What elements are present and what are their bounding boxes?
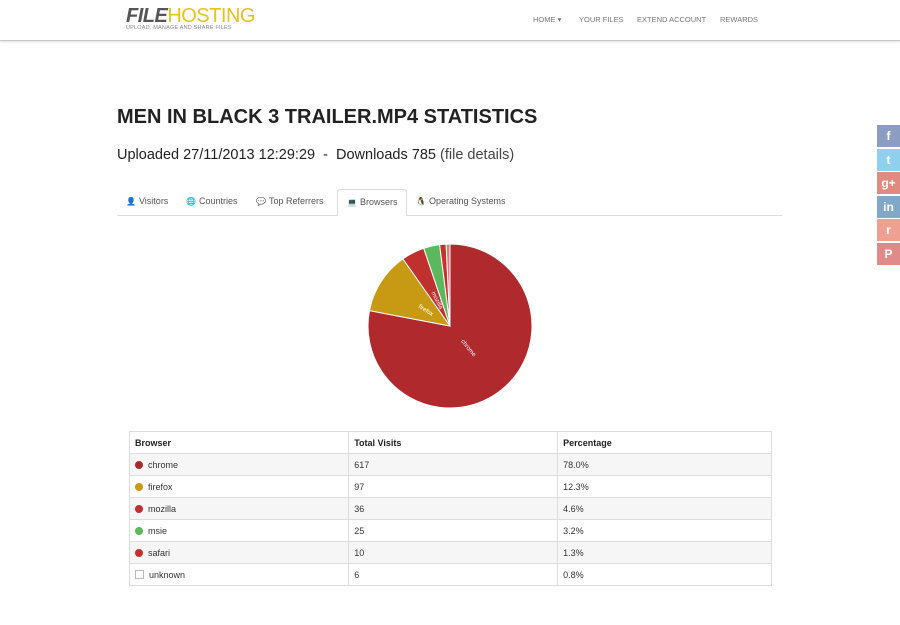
- nav-item[interactable]: EXTEND ACCOUNT: [637, 15, 707, 24]
- cell-text: mozilla: [148, 503, 177, 514]
- cell-text: 3.2%: [563, 525, 584, 536]
- tab-icon: 🌐: [186, 197, 196, 206]
- table-cell: 617: [348, 453, 559, 476]
- browser-icon: [135, 482, 143, 491]
- nav-label: HOME: [533, 15, 556, 24]
- table-row: mozilla 36 4.6%: [128, 497, 772, 520]
- summary-text: Uploaded 27/11/2013 12:29:29 - Downloads…: [117, 147, 436, 163]
- table-row: chrome 617 78.0%: [128, 453, 772, 476]
- table-cell: 0.8%: [557, 563, 772, 586]
- browser-icon: [135, 504, 143, 513]
- tab-label: Browsers: [359, 197, 398, 207]
- table-cell: 12.3%: [557, 475, 772, 498]
- cell-text: 97: [354, 481, 365, 492]
- share-button[interactable]: in: [877, 195, 900, 218]
- cell-text: 10: [354, 547, 365, 558]
- cell-text: chrome: [148, 459, 179, 470]
- table-cell: 4.6%: [557, 497, 772, 520]
- tab[interactable]: 💬 Top Referrers: [247, 189, 333, 214]
- share-button[interactable]: t: [877, 148, 900, 171]
- table-cell: 1.3%: [557, 541, 772, 564]
- tab-bar: 👤 Visitors 🌐 Countries 💬 Top Referrers 💻 Browse…: [117, 189, 782, 216]
- table-row: safari 10 1.3%: [128, 541, 772, 564]
- nav-item[interactable]: YOUR FILES: [579, 15, 624, 24]
- table-row: firefox 97 12.3%: [128, 475, 772, 498]
- table-cell: unknown: [128, 563, 350, 586]
- logo-light: HOSTING: [167, 5, 255, 27]
- cell-text: 78.0%: [563, 459, 589, 470]
- browser-icon: [135, 526, 143, 535]
- tab-icon: 🐧: [416, 197, 426, 206]
- cell-text: 0.8%: [563, 569, 584, 580]
- table-cell: firefox: [128, 475, 350, 498]
- logo-bold: FILE: [126, 5, 168, 27]
- pie-slice: [367, 243, 533, 409]
- table-cell: 78.0%: [557, 453, 772, 476]
- table-cell: 36: [348, 497, 559, 520]
- table-cell: chrome: [128, 453, 350, 476]
- cell-text: 12.3%: [563, 481, 589, 492]
- tab-label: Countries: [198, 196, 238, 206]
- nav-item[interactable]: REWARDS: [720, 15, 759, 24]
- table-cell: safari: [128, 541, 350, 564]
- cell-text: 6: [354, 569, 360, 580]
- table-cell: 6: [348, 563, 559, 586]
- pie-slice: [368, 258, 452, 327]
- tab-label: Top Referrers: [268, 196, 324, 206]
- nav-item[interactable]: HOME ▾: [533, 15, 562, 24]
- cell-text: 25: [354, 525, 365, 536]
- table-cell: msie: [128, 519, 350, 542]
- browser-icon: [135, 569, 144, 579]
- tab[interactable]: 🐧 Operating Systems: [407, 189, 515, 214]
- cell-text: msie: [148, 525, 168, 536]
- table-cell: mozilla: [128, 497, 350, 520]
- cell-text: 1.3%: [563, 547, 584, 558]
- cell-text: firefox: [148, 481, 173, 492]
- table-cell: 97: [348, 475, 559, 498]
- table-cell: 10: [348, 541, 559, 564]
- share-button[interactable]: r: [877, 219, 900, 241]
- table-row: msie 25 3.2%: [128, 519, 772, 542]
- tab-icon: 💬: [256, 197, 266, 206]
- share-button[interactable]: f: [877, 125, 900, 147]
- cell-text: 4.6%: [563, 503, 584, 514]
- table-cell: 3.2%: [557, 519, 772, 542]
- column-header: Percentage: [557, 431, 772, 454]
- tab[interactable]: 👤 Visitors: [117, 189, 177, 214]
- tagline: UPLOAD, MANAGE AND SHARE FILES: [126, 25, 232, 31]
- details-link[interactable]: (file details): [440, 147, 515, 163]
- share-button[interactable]: P: [877, 242, 900, 265]
- browser-icon: [135, 460, 143, 469]
- table-header: Browser Total Visits Percentage: [128, 431, 772, 454]
- pie-slice: [445, 243, 451, 327]
- table-row: unknown 6 0.8%: [128, 563, 772, 586]
- cell-text: safari: [148, 547, 171, 558]
- cell-text: unknown: [149, 569, 186, 580]
- tab[interactable]: 💻 Browsers: [337, 189, 408, 216]
- summary: Uploaded 27/11/2013 12:29:29 - Downloads…: [117, 147, 514, 163]
- tab-label: Operating Systems: [428, 196, 506, 206]
- page-title: MEN IN BLACK 3 TRAILER.MP4 STATISTICS: [117, 106, 538, 128]
- tab-icon: 💻: [347, 198, 357, 207]
- tab[interactable]: 🌐 Countries: [177, 189, 247, 214]
- tab-icon: 👤: [126, 197, 136, 206]
- logo[interactable]: FILEHOSTING: [126, 5, 255, 28]
- stats-table: Browser Total Visits Percentage chrome 617 78…: [128, 431, 772, 586]
- cell-text: 617: [354, 459, 370, 470]
- share-button[interactable]: g+: [877, 172, 900, 194]
- tab-label: Visitors: [138, 196, 169, 206]
- browser-icon: [135, 548, 143, 557]
- table-cell: 25: [348, 519, 559, 542]
- column-header: Total Visits: [348, 431, 559, 454]
- header: FILEHOSTING UPLOAD, MANAGE AND SHARE FIL…: [0, 0, 900, 41]
- column-header: Browser: [128, 431, 350, 454]
- cell-text: 36: [354, 503, 365, 514]
